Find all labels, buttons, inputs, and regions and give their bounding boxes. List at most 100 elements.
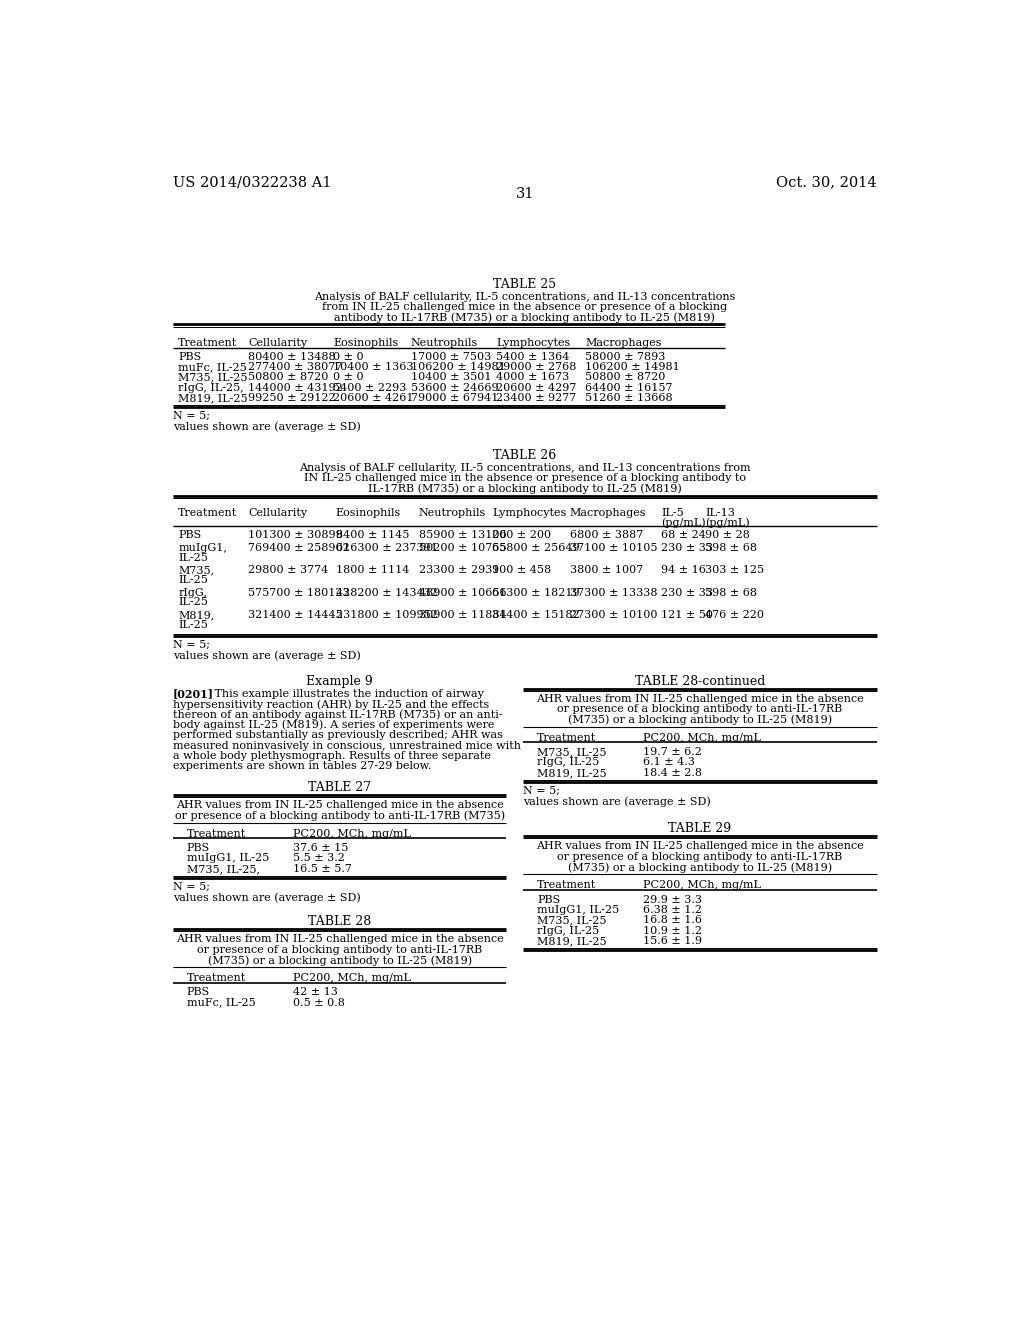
Text: from IN IL-25 challenged mice in the absence or presence of a blocking: from IN IL-25 challenged mice in the abs…	[323, 302, 727, 312]
Text: 769400 ± 258902: 769400 ± 258902	[248, 543, 350, 553]
Text: 121 ± 50: 121 ± 50	[662, 610, 713, 620]
Text: antibody to IL-17RB (M735) or a blocking antibody to IL-25 (M819): antibody to IL-17RB (M735) or a blocking…	[335, 313, 715, 323]
Text: 31: 31	[515, 187, 535, 201]
Text: body against IL-25 (M819). A series of experiments were: body against IL-25 (M819). A series of e…	[173, 719, 495, 730]
Text: N = 5;: N = 5;	[173, 640, 210, 649]
Text: Treatment: Treatment	[187, 829, 246, 838]
Text: AHR values from IN IL-25 challenged mice in the absence: AHR values from IN IL-25 challenged mice…	[176, 935, 504, 944]
Text: 50800 ± 8720: 50800 ± 8720	[586, 372, 666, 383]
Text: 85900 ± 13106: 85900 ± 13106	[419, 531, 506, 540]
Text: 37300 ± 13338: 37300 ± 13338	[569, 587, 657, 598]
Text: TABLE 28-continued: TABLE 28-continued	[635, 675, 765, 688]
Text: muFc, IL-25: muFc, IL-25	[187, 998, 256, 1007]
Text: muIgG1, IL-25: muIgG1, IL-25	[187, 853, 269, 863]
Text: 16.8 ± 1.6: 16.8 ± 1.6	[643, 915, 702, 925]
Text: N = 5;: N = 5;	[173, 882, 210, 892]
Text: 18.4 ± 2.8: 18.4 ± 2.8	[643, 768, 702, 777]
Text: or presence of a blocking antibody to anti-IL-17RB (M735): or presence of a blocking antibody to an…	[174, 810, 505, 821]
Text: 29800 ± 3774: 29800 ± 3774	[248, 565, 329, 576]
Text: This example illustrates the induction of airway: This example illustrates the induction o…	[204, 689, 483, 698]
Text: 900 ± 458: 900 ± 458	[493, 565, 551, 576]
Text: 277400 ± 38077: 277400 ± 38077	[248, 362, 342, 372]
Text: Lymphocytes: Lymphocytes	[496, 338, 570, 348]
Text: Neutrophils: Neutrophils	[411, 338, 478, 348]
Text: 101300 ± 30899: 101300 ± 30899	[248, 531, 343, 540]
Text: 476 ± 220: 476 ± 220	[706, 610, 764, 620]
Text: Oct. 30, 2014: Oct. 30, 2014	[776, 176, 877, 189]
Text: 106200 ± 14981: 106200 ± 14981	[586, 362, 680, 372]
Text: 65800 ± 25649: 65800 ± 25649	[493, 543, 580, 553]
Text: 90 ± 28: 90 ± 28	[706, 531, 751, 540]
Text: 17000 ± 7503: 17000 ± 7503	[411, 351, 492, 362]
Text: 37.6 ± 15: 37.6 ± 15	[293, 843, 348, 853]
Text: Lymphocytes: Lymphocytes	[493, 508, 566, 517]
Text: 61300 ± 18219: 61300 ± 18219	[493, 587, 580, 598]
Text: 99250 ± 29122: 99250 ± 29122	[248, 393, 336, 403]
Text: 0 ± 0: 0 ± 0	[334, 372, 364, 383]
Text: AHR values from IN IL-25 challenged mice in the absence: AHR values from IN IL-25 challenged mice…	[537, 841, 864, 851]
Text: (M735) or a blocking antibody to IL-25 (M819): (M735) or a blocking antibody to IL-25 (…	[568, 862, 833, 873]
Text: Example 9: Example 9	[306, 675, 373, 688]
Text: or presence of a blocking antibody to anti-IL-17RB: or presence of a blocking antibody to an…	[197, 945, 482, 954]
Text: TABLE 27: TABLE 27	[308, 781, 371, 793]
Text: 10400 ± 3501: 10400 ± 3501	[411, 372, 492, 383]
Text: PBS: PBS	[178, 351, 202, 362]
Text: Neutrophils: Neutrophils	[419, 508, 485, 517]
Text: 80400 ± 13488: 80400 ± 13488	[248, 351, 336, 362]
Text: Eosinophils: Eosinophils	[334, 338, 398, 348]
Text: muIgG1, IL-25: muIgG1, IL-25	[538, 906, 620, 915]
Text: 3800 ± 1007: 3800 ± 1007	[569, 565, 643, 576]
Text: (M735) or a blocking antibody to IL-25 (M819): (M735) or a blocking antibody to IL-25 (…	[568, 714, 833, 725]
Text: Cellularity: Cellularity	[248, 338, 307, 348]
Text: rIgG, IL-25,: rIgG, IL-25,	[178, 383, 244, 393]
Text: N = 5;: N = 5;	[523, 785, 560, 796]
Text: M735, IL-25,: M735, IL-25,	[187, 863, 260, 874]
Text: 6.38 ± 1.2: 6.38 ± 1.2	[643, 906, 702, 915]
Text: rIgG, IL-25: rIgG, IL-25	[538, 925, 599, 936]
Text: PBS: PBS	[187, 843, 210, 853]
Text: M735, IL-25: M735, IL-25	[538, 747, 606, 758]
Text: 20600 ± 4297: 20600 ± 4297	[496, 383, 577, 393]
Text: IL-13: IL-13	[706, 508, 735, 517]
Text: 58000 ± 7893: 58000 ± 7893	[586, 351, 666, 362]
Text: M735,: M735,	[178, 565, 214, 576]
Text: 79000 ± 67941: 79000 ± 67941	[411, 393, 499, 403]
Text: IN IL-25 challenged mice in the absence or presence of a blocking antibody to: IN IL-25 challenged mice in the absence …	[304, 474, 745, 483]
Text: M735, IL-25: M735, IL-25	[538, 915, 606, 925]
Text: 106200 ± 14981: 106200 ± 14981	[411, 362, 506, 372]
Text: IL-25: IL-25	[178, 619, 208, 630]
Text: 42 ± 13: 42 ± 13	[293, 987, 338, 998]
Text: 0 ± 0: 0 ± 0	[334, 351, 364, 362]
Text: 5400 ± 1364: 5400 ± 1364	[496, 351, 569, 362]
Text: PC200, MCh, mg/mL: PC200, MCh, mg/mL	[293, 829, 411, 838]
Text: 10.9 ± 1.2: 10.9 ± 1.2	[643, 925, 702, 936]
Text: Eosinophils: Eosinophils	[336, 508, 401, 517]
Text: 19.7 ± 6.2: 19.7 ± 6.2	[643, 747, 702, 758]
Text: PBS: PBS	[538, 895, 560, 904]
Text: IL-25: IL-25	[178, 598, 208, 607]
Text: (M735) or a blocking antibody to IL-25 (M819): (M735) or a blocking antibody to IL-25 (…	[208, 954, 472, 965]
Text: Macrophages: Macrophages	[586, 338, 662, 348]
Text: Treatment: Treatment	[187, 973, 246, 983]
Text: 144000 ± 43192: 144000 ± 43192	[248, 383, 343, 393]
Text: N = 5;: N = 5;	[173, 412, 210, 421]
Text: Treatment: Treatment	[178, 508, 238, 517]
Text: thereon of an antibody against IL-17RB (M735) or an anti-: thereon of an antibody against IL-17RB (…	[173, 709, 503, 719]
Text: TABLE 25: TABLE 25	[494, 277, 556, 290]
Text: 4000 ± 1673: 4000 ± 1673	[496, 372, 569, 383]
Text: or presence of a blocking antibody to anti-IL-17RB: or presence of a blocking antibody to an…	[557, 851, 843, 862]
Text: 428200 ± 143432: 428200 ± 143432	[336, 587, 437, 598]
Text: 231800 ± 109952: 231800 ± 109952	[336, 610, 437, 620]
Text: 27300 ± 10100: 27300 ± 10100	[569, 610, 657, 620]
Text: Analysis of BALF cellularity, IL-5 concentrations, and IL-13 concentrations from: Analysis of BALF cellularity, IL-5 conce…	[299, 463, 751, 473]
Text: 16.5 ± 5.7: 16.5 ± 5.7	[293, 863, 352, 874]
Text: 94 ± 16: 94 ± 16	[662, 565, 707, 576]
Text: 48900 ± 10656: 48900 ± 10656	[419, 587, 506, 598]
Text: values shown are (average ± SD): values shown are (average ± SD)	[173, 892, 360, 903]
Text: PC200, MCh, mg/mL: PC200, MCh, mg/mL	[293, 973, 411, 983]
Text: 30900 ± 11884: 30900 ± 11884	[419, 610, 506, 620]
Text: 200 ± 200: 200 ± 200	[493, 531, 551, 540]
Text: PC200, MCh, mg/mL: PC200, MCh, mg/mL	[643, 733, 761, 743]
Text: Cellularity: Cellularity	[248, 508, 307, 517]
Text: IL-25: IL-25	[178, 576, 208, 585]
